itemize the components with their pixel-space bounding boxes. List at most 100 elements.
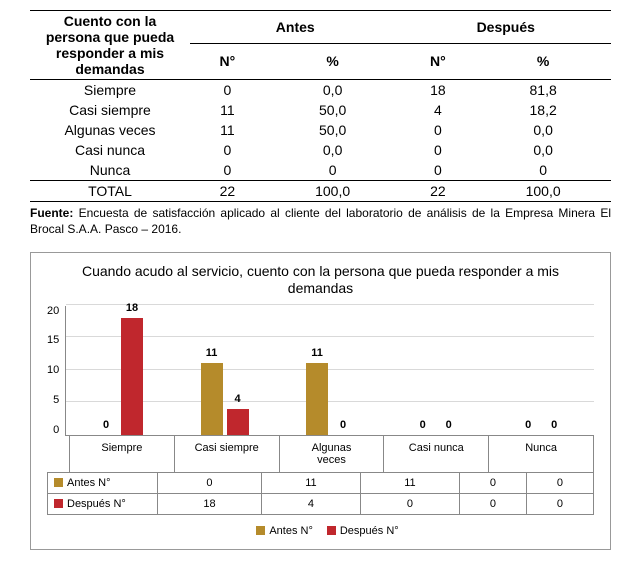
- bar-groups: 0181141100000: [66, 306, 594, 435]
- cell-desp-n: 0: [400, 160, 475, 181]
- plot: 0181141100000: [65, 306, 594, 436]
- plot-area: 20151050 0181141100000: [31, 302, 610, 436]
- bar-label: 18: [126, 302, 138, 314]
- bar-label: 11: [206, 347, 218, 359]
- table-row: Siempre00,01881,8: [30, 80, 611, 101]
- cell-desp-pct: 0: [475, 160, 611, 181]
- cell-desp-n: 4: [400, 100, 475, 120]
- subcol-desp-pct: %: [475, 44, 611, 80]
- cell-antes-pct: 0: [265, 160, 401, 181]
- series-value: 4: [261, 493, 360, 514]
- bar-label: 0: [446, 419, 452, 431]
- bar: 18: [121, 318, 143, 435]
- legend-swatch: [256, 526, 265, 535]
- series-value: 0: [459, 493, 526, 514]
- gridline: [66, 304, 594, 305]
- chart-legend: Antes N° Después N°: [31, 515, 610, 549]
- cell-antes-n: 0: [190, 160, 265, 181]
- subcol-desp-n: N°: [400, 44, 475, 80]
- y-tick: 10: [47, 365, 59, 376]
- chart-table-row: Antes N°0111100: [48, 472, 594, 493]
- summary-table: Cuento con la persona que pueda responde…: [30, 10, 611, 202]
- cell-desp-pct: 18,2: [475, 100, 611, 120]
- bar-group: 00: [488, 306, 594, 435]
- cell-desp-n: 0: [400, 140, 475, 160]
- y-tick: 15: [47, 335, 59, 346]
- cell-desp-pct: 0,0: [475, 140, 611, 160]
- bar-label: 0: [340, 419, 346, 431]
- legend-label: Antes N°: [269, 525, 313, 537]
- source-note: Fuente: Encuesta de satisfacción aplicad…: [30, 206, 611, 237]
- series-value: 11: [360, 472, 459, 493]
- row-label: Siempre: [30, 80, 190, 101]
- source-label: Fuente:: [30, 206, 73, 220]
- series-label: Después N°: [48, 493, 158, 514]
- table-row: Casi siempre1150,0418,2: [30, 100, 611, 120]
- chart-table-row: Después N°184000: [48, 493, 594, 514]
- legend-label: Después N°: [340, 525, 399, 537]
- total-desp-n: 22: [400, 181, 475, 202]
- cell-desp-pct: 0,0: [475, 120, 611, 140]
- row-label: Algunas veces: [30, 120, 190, 140]
- table-row: Casi nunca00,000,0: [30, 140, 611, 160]
- table-body: Siempre00,01881,8Casi siempre1150,0418,2…: [30, 80, 611, 202]
- cell-desp-n: 18: [400, 80, 475, 101]
- bar-label: 11: [311, 347, 323, 359]
- cell-antes-pct: 0,0: [265, 140, 401, 160]
- table-total-row: TOTAL22100,022100,0: [30, 181, 611, 202]
- bar-label: 0: [551, 419, 557, 431]
- y-tick: 5: [53, 395, 59, 406]
- x-axis: SiempreCasi siempreAlgunasvecesCasi nunc…: [31, 436, 610, 472]
- cell-antes-n: 0: [190, 80, 265, 101]
- y-axis: 20 15 10 5 0: [47, 306, 65, 436]
- row-label: Nunca: [30, 160, 190, 181]
- x-tick: Algunasveces: [280, 436, 385, 472]
- row-label: Casi nunca: [30, 140, 190, 160]
- bar-group: 0 18: [66, 306, 172, 435]
- total-antes-n: 22: [190, 181, 265, 202]
- total-label: TOTAL: [30, 181, 190, 202]
- cell-antes-pct: 50,0: [265, 100, 401, 120]
- series-value: 18: [158, 493, 262, 514]
- col-group-despues: Después: [400, 11, 611, 44]
- bar-group: 00: [383, 306, 489, 435]
- x-tick: Casi nunca: [384, 436, 489, 472]
- y-tick: 0: [53, 425, 59, 436]
- table-row: Algunas veces1150,000,0: [30, 120, 611, 140]
- bar-group: 11 4: [172, 306, 278, 435]
- total-desp-pct: 100,0: [475, 181, 611, 202]
- bar-group: 11 0: [277, 306, 383, 435]
- cell-antes-pct: 0,0: [265, 80, 401, 101]
- x-tick: Casi siempre: [175, 436, 280, 472]
- bar-label: 4: [235, 393, 241, 405]
- series-label: Antes N°: [48, 472, 158, 493]
- legend-swatch: [327, 526, 336, 535]
- x-tick: Nunca: [489, 436, 594, 472]
- cell-antes-n: 11: [190, 120, 265, 140]
- bar: 4: [227, 409, 249, 435]
- cell-desp-n: 0: [400, 120, 475, 140]
- series-value: 0: [360, 493, 459, 514]
- series-value: 0: [526, 472, 593, 493]
- row-header: Cuento con la persona que pueda responde…: [30, 11, 190, 80]
- series-value: 0: [158, 472, 262, 493]
- x-tick: Siempre: [69, 436, 175, 472]
- subcol-antes-n: N°: [190, 44, 265, 80]
- series-value: 11: [261, 472, 360, 493]
- chart-data-table: Antes N°0111100Después N°184000: [47, 472, 594, 515]
- col-group-antes: Antes: [190, 11, 400, 44]
- bar-label: 0: [525, 419, 531, 431]
- chart-container: Cuando acudo al servicio, cuento con la …: [30, 252, 611, 550]
- y-tick: 20: [47, 306, 59, 317]
- cell-antes-n: 0: [190, 140, 265, 160]
- legend-swatch: [54, 499, 63, 508]
- row-label: Casi siempre: [30, 100, 190, 120]
- cell-desp-pct: 81,8: [475, 80, 611, 101]
- bar-label: 0: [420, 419, 426, 431]
- series-value: 0: [526, 493, 593, 514]
- table-row: Nunca0000: [30, 160, 611, 181]
- bar-label: 0: [103, 419, 109, 431]
- bar: 11: [306, 363, 328, 435]
- legend-swatch: [54, 478, 63, 487]
- subcol-antes-pct: %: [265, 44, 401, 80]
